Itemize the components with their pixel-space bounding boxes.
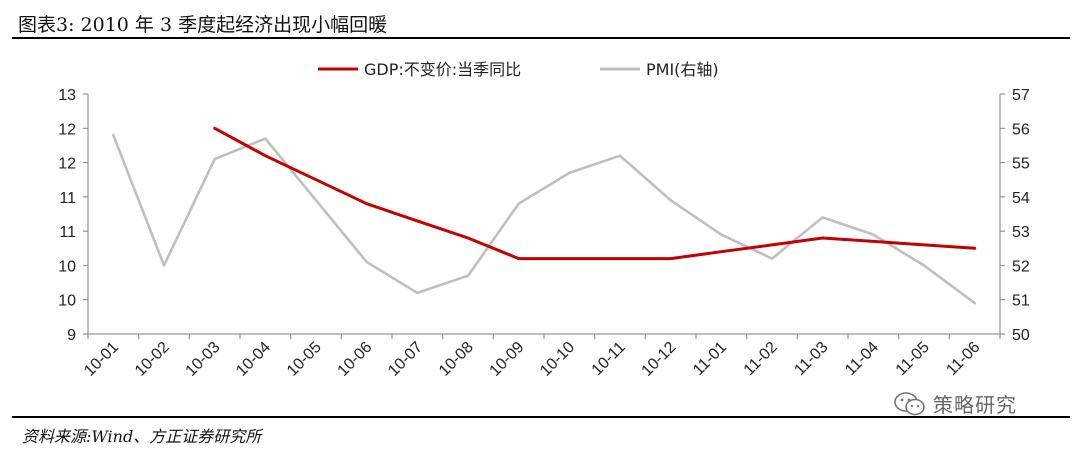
- left-tick-label: 10: [58, 258, 76, 275]
- top-rule: [12, 37, 1070, 39]
- x-tick-label: 10-07: [385, 339, 426, 380]
- right-tick-label: 50: [1012, 327, 1030, 344]
- x-tick-label: 10-11: [589, 339, 629, 379]
- x-tick-label: 10-08: [436, 339, 477, 380]
- legend-item-gdp: GDP:不变价:当季同比: [318, 60, 521, 79]
- wechat-icon: [894, 391, 925, 415]
- right-axis-ticks: 57 56 55 54 53 52 51 50: [1000, 87, 1030, 344]
- x-tick-label: 10-12: [639, 339, 680, 380]
- watermark-text: 策略研究: [933, 393, 1017, 417]
- legend-item-pmi: PMI(右轴): [600, 60, 719, 79]
- x-tick-label: 11-01: [690, 339, 730, 379]
- source-note: 资料来源:Wind、方正证券研究所: [22, 427, 262, 446]
- x-tick-label: 11-02: [741, 339, 781, 379]
- legend: GDP:不变价:当季同比 PMI(右轴): [318, 60, 719, 79]
- right-tick-label: 52: [1012, 258, 1030, 275]
- bottom-rule: [12, 416, 1070, 418]
- right-tick-label: 56: [1012, 121, 1030, 138]
- axes: [87, 94, 1001, 335]
- gdp-series-line: [213, 126, 977, 261]
- left-tick-label: 10: [58, 293, 76, 310]
- figure-title: 图表3: 2010 年 3 季度起经济出现小幅回暖: [18, 14, 388, 36]
- x-tick-label: 10-02: [132, 339, 173, 380]
- x-axis-ticks: 10-01 10-02 10-03 10-04 10-05 10-06 10-07 10-08…: [81, 334, 1001, 380]
- left-tick-label: 11: [59, 224, 76, 241]
- left-axis-ticks: 13 12 12 11 11 10 10 9: [58, 87, 88, 344]
- right-tick-label: 51: [1012, 293, 1030, 310]
- left-tick-label: 13: [58, 87, 76, 104]
- x-tick-label: 11-04: [842, 339, 882, 379]
- legend-label: PMI(右轴): [646, 60, 719, 79]
- x-tick-label: 10-06: [335, 339, 376, 380]
- x-tick-label: 10-03: [183, 339, 224, 380]
- x-tick-label: 10-01: [81, 339, 122, 380]
- watermark: 策略研究: [893, 389, 1017, 418]
- x-tick-label: 10-10: [537, 339, 578, 380]
- left-tick-label: 12: [58, 156, 76, 173]
- legend-label: GDP:不变价:当季同比: [364, 60, 521, 79]
- right-tick-label: 53: [1012, 224, 1030, 241]
- right-tick-label: 55: [1012, 156, 1030, 173]
- x-tick-label: 11-03: [791, 339, 831, 379]
- left-tick-label: 11: [59, 190, 76, 207]
- x-tick-label: 10-05: [284, 339, 325, 380]
- left-tick-label: 12: [58, 121, 76, 138]
- right-tick-label: 57: [1012, 87, 1030, 104]
- pmi-series-line: [112, 133, 977, 305]
- left-tick-label: 9: [67, 327, 76, 344]
- line-chart: GDP:不变价:当季同比 PMI(右轴) 13 12 12 11 11 10 10 9 57 56…: [58, 60, 1030, 380]
- x-tick-label: 10-09: [487, 339, 528, 380]
- x-tick-label: 10-04: [233, 339, 274, 380]
- series-layer: [112, 126, 977, 305]
- x-tick-label: 11-06: [943, 339, 983, 379]
- x-tick-label: 11-05: [893, 339, 933, 379]
- right-tick-label: 54: [1012, 190, 1030, 207]
